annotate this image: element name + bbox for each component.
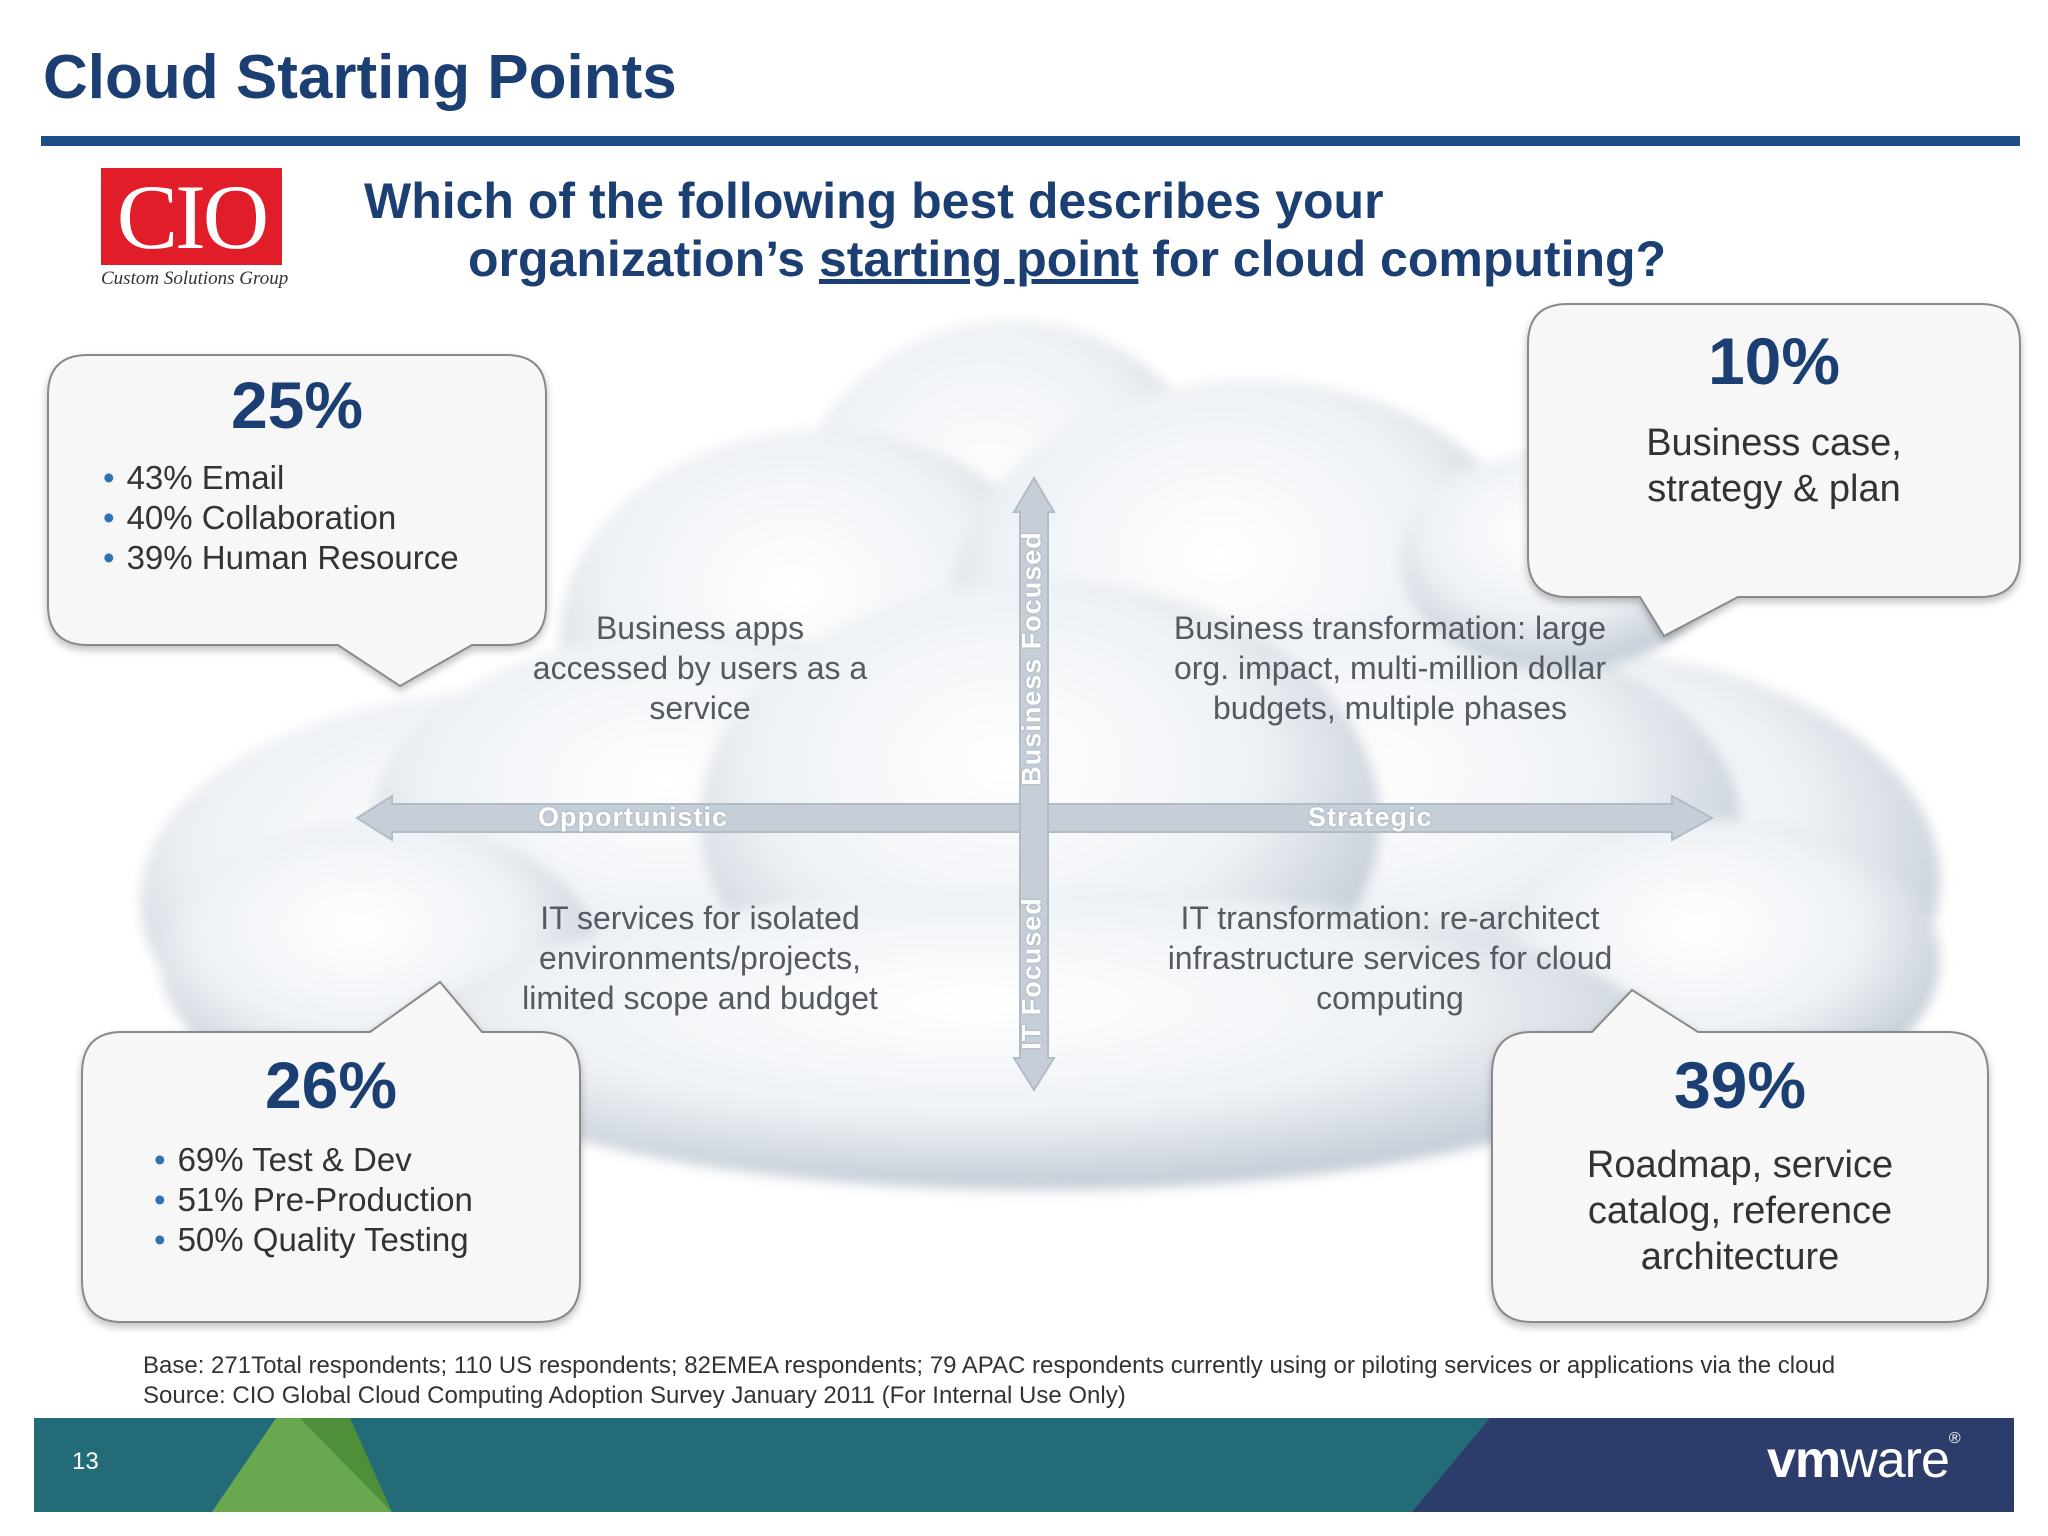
callout-top-right-percent: 10%	[1707, 324, 1841, 398]
callout-bottom-left-list: • 69% Test & Dev • 51% Pre-Production • 50%…	[82, 1140, 580, 1260]
cio-logo-letters: CIO	[116, 165, 269, 268]
callout-bottom-left: 26% • 69% Test & Dev • 51% Pre-Production …	[82, 1052, 580, 1260]
page-number: 13	[72, 1448, 99, 1475]
list-item: • 51% Pre-Production	[154, 1181, 473, 1218]
callout-top-right-bubble	[1527, 303, 2021, 638]
callout-top-left-list: • 43% Email • 40% Collaboration • 39% Human…	[48, 458, 546, 578]
footnote-source: Source: CIO Global Cloud Computing Adopt…	[143, 1382, 1126, 1409]
callout-top-right-text: Business case, strategy & plan	[1646, 422, 1902, 510]
question-line-2: organization’s starting point for cloud …	[364, 230, 1764, 288]
list-item: • 40% Collaboration	[103, 499, 397, 536]
list-item: • 39% Human Resource	[103, 539, 459, 576]
question-underlined-phrase: starting point	[818, 231, 1139, 287]
cio-tagline: Custom Solutions Group	[101, 268, 289, 289]
slide-title: Cloud Starting Points	[43, 43, 677, 112]
question-line-1: Which of the following best describes yo…	[364, 173, 1384, 229]
survey-question: Which of the following best describes yo…	[364, 172, 1764, 288]
quadrant-bottom-right-text: IT transformation: re-architect infrastru…	[1167, 900, 1613, 1016]
axis-label-strategic: Strategic	[1308, 802, 1433, 832]
callout-top-right: 10% Business case, strategy & plan	[1528, 328, 2020, 512]
vertical-axis-arrow	[1012, 476, 1056, 1092]
callout-bottom-right: 39% Roadmap, service catalog, reference ar…	[1492, 1052, 1988, 1280]
question-line-2-end: for cloud computing?	[1138, 231, 1667, 287]
callout-top-left: 25% • 43% Email • 40% Collaboration • 39% H…	[48, 372, 546, 578]
callout-bottom-left-bubble	[81, 980, 581, 1323]
callout-bottom-right-text: Roadmap, service catalog, reference archit…	[1586, 1144, 1894, 1278]
question-line-2-start: organization’s	[468, 231, 819, 287]
axis-label-opportunistic: Opportunistic	[538, 802, 728, 832]
quadrant-bottom-left-text: IT services for isolated environments/pro…	[522, 900, 878, 1016]
list-item: • 43% Email	[103, 459, 285, 496]
list-item: • 69% Test & Dev	[154, 1141, 412, 1178]
callout-bottom-right-bubble	[1491, 988, 1989, 1323]
callout-top-left-bubble	[47, 354, 547, 688]
cio-logo: CIO	[101, 168, 282, 265]
title-rule	[41, 136, 2020, 146]
vmware-logo: vmware®	[1767, 1430, 1961, 1489]
callout-bottom-left-percent: 26%	[264, 1048, 398, 1122]
quadrant-top-left-text: Business apps accessed by users as a servi…	[532, 610, 868, 726]
footnote: Base: 271Total respondents; 110 US respo…	[143, 1351, 1835, 1411]
quadrant-top-right-text: Business transformation: large org. impac…	[1173, 610, 1607, 726]
footnote-base: Base: 271Total respondents; 110 US respo…	[143, 1352, 1836, 1379]
callout-bottom-right-percent: 39%	[1673, 1048, 1807, 1122]
callout-top-left-percent: 25%	[230, 368, 364, 442]
list-item: • 50% Quality Testing	[154, 1221, 469, 1258]
